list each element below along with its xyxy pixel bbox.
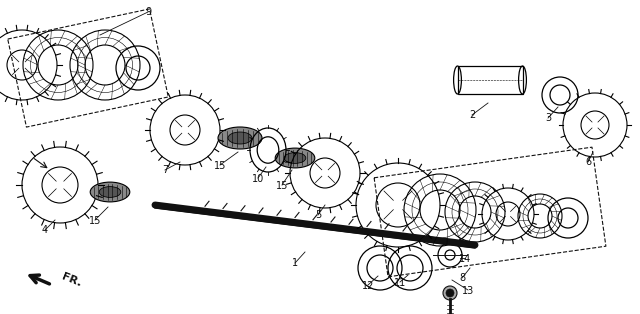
Ellipse shape [284,153,306,163]
Text: 2: 2 [469,110,475,120]
Ellipse shape [99,187,121,198]
Circle shape [443,286,457,300]
Text: 9: 9 [145,7,151,17]
Text: 1: 1 [292,258,298,268]
Text: 10: 10 [252,174,264,184]
Text: 7: 7 [162,165,168,175]
Text: FR.: FR. [60,272,83,289]
Text: 8: 8 [459,273,465,283]
Ellipse shape [90,182,130,202]
Text: 4: 4 [42,225,48,235]
Bar [458,66,522,94]
Ellipse shape [228,132,252,144]
Text: 6: 6 [585,157,591,167]
Circle shape [446,289,454,297]
Ellipse shape [275,148,315,168]
Text: 15: 15 [214,161,226,171]
Text: 5: 5 [315,210,321,220]
Text: 14: 14 [459,254,471,264]
Ellipse shape [218,127,262,149]
Text: 11: 11 [394,278,406,288]
Text: 3: 3 [545,113,551,123]
Text: 13: 13 [462,286,474,296]
Text: 15: 15 [89,216,101,226]
Text: 12: 12 [362,281,374,291]
Text: 15: 15 [276,181,288,191]
